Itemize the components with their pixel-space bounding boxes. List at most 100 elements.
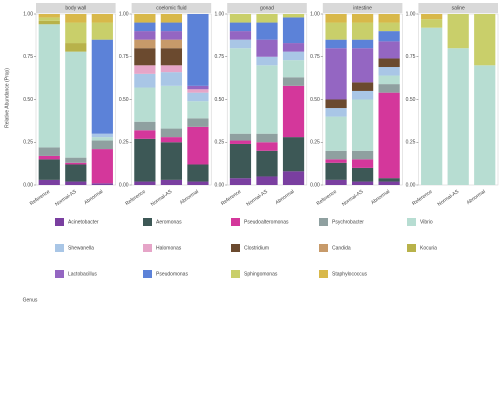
bar-segment [134, 87, 156, 122]
y-tick-label: 0.00 [214, 182, 224, 188]
y-tick-label: 1.00 [214, 11, 224, 17]
legend-swatch [143, 270, 152, 278]
legend-swatch [319, 218, 328, 226]
bar-segment [91, 137, 113, 141]
legend-swatch [55, 270, 64, 278]
bar-segment [65, 22, 87, 44]
legend-label: Kocuria [420, 245, 437, 251]
legend-title: Genus [23, 297, 38, 303]
legend-label: Lactobacillus [68, 271, 97, 277]
bar-segment [421, 14, 443, 20]
bar-segment [378, 92, 400, 179]
legend-swatch [231, 218, 240, 226]
bar-segment [65, 181, 87, 185]
bar-segment [38, 179, 60, 185]
bar-segment [325, 14, 347, 23]
bar-segment [325, 108, 347, 117]
bar-segment [187, 85, 209, 90]
x-tick-label: Reference [124, 189, 147, 207]
y-tick-label: 0.50 [406, 97, 416, 103]
bar-segment [160, 39, 183, 49]
bar-segment [134, 181, 156, 185]
bar-segment [282, 171, 305, 185]
bar-segment [378, 14, 400, 23]
legend-label: Aeromonas [156, 219, 182, 225]
bar-segment [160, 72, 183, 86]
bar-segment [229, 22, 252, 32]
x-tick-label: Reference [316, 189, 339, 207]
bar-segment [474, 14, 496, 66]
bar-segment [134, 39, 156, 49]
bar-segment [65, 51, 87, 158]
facet-title: saline [452, 5, 465, 11]
bar-segment [282, 60, 305, 78]
bar-segment [378, 31, 400, 42]
bar-segment [134, 130, 156, 139]
bar-segment [325, 116, 347, 151]
x-tick-label: Normal-AS [54, 188, 78, 207]
legend-swatch [407, 218, 416, 226]
bar-segment [91, 22, 113, 40]
bar-segment [378, 22, 400, 32]
y-tick-label: 1.00 [310, 11, 320, 17]
strip [131, 3, 212, 13]
bar-segment [378, 67, 400, 76]
facet-title: coelomic fluid [156, 5, 187, 11]
bar-segment [187, 118, 209, 127]
bar-segment [256, 150, 278, 177]
legend-label: Shewanella [68, 245, 94, 251]
bar-segment [351, 14, 374, 23]
bar-segment [378, 181, 400, 185]
bar-segment [38, 147, 60, 156]
bar-segment [134, 22, 156, 32]
y-tick-label: 0.75 [214, 54, 224, 60]
bar-segment [160, 14, 183, 23]
bar-segment [65, 43, 87, 52]
bar-segment [282, 51, 305, 61]
bar-segment [378, 75, 400, 85]
legend-swatch [319, 270, 328, 278]
y-tick-label: 0.50 [310, 97, 320, 103]
bar-segment [378, 178, 400, 182]
bar-segment [351, 159, 374, 168]
y-tick-label: 1.00 [23, 11, 33, 17]
legend-label: Acinetobacter [68, 219, 99, 225]
bar-segment [378, 84, 400, 93]
y-tick-label: 1.00 [406, 11, 416, 17]
bar-segment [160, 22, 183, 32]
y-tick-label: 0.25 [23, 140, 33, 146]
bar-segment [38, 20, 60, 25]
bar-segment [282, 77, 305, 86]
bar-segment [325, 22, 347, 40]
legend-swatch [407, 244, 416, 252]
bar-segment [134, 138, 156, 182]
bar-segment [256, 56, 278, 66]
bar-segment [351, 22, 374, 40]
bar-segment [282, 14, 305, 18]
bar-segment [160, 179, 183, 185]
bar-segment [378, 58, 400, 68]
bar-segment [65, 14, 87, 23]
bar-segment [160, 31, 183, 40]
bar-segment [187, 14, 209, 86]
x-tick-label: Abnormal [83, 189, 104, 206]
bar-segment [229, 14, 252, 23]
legend-label: Psychrobacter [332, 219, 364, 225]
strip [418, 3, 498, 13]
bar-segment [91, 183, 113, 185]
bar-segment [134, 31, 156, 40]
bar-segment [160, 85, 183, 129]
bar-segment [134, 121, 156, 131]
legend-swatch [55, 218, 64, 226]
bar-segment [134, 73, 156, 88]
bar-segment [91, 14, 113, 23]
bar-segment [38, 159, 60, 180]
x-tick-label: Reference [411, 189, 434, 207]
bar-segment [378, 41, 400, 59]
bar-segment [38, 17, 60, 21]
bar-segment [187, 92, 209, 102]
bar-segment [421, 19, 443, 28]
bar-segment [325, 179, 347, 185]
bar-segment [229, 31, 252, 40]
